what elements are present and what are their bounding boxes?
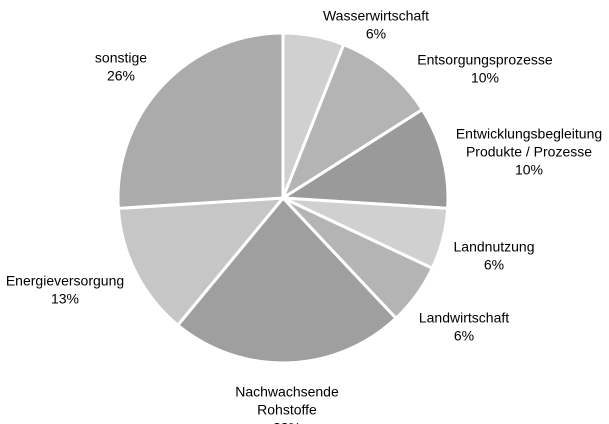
slice-label: Entsorgungsprozesse 10% xyxy=(417,51,553,85)
slice-category-label: Entsorgungsprozesse xyxy=(417,51,553,67)
slice-category-label: Wasserwirtschaft xyxy=(323,7,429,23)
slice-category-label: sonstige xyxy=(95,49,147,65)
pie-slice xyxy=(281,108,450,210)
pie-slice xyxy=(116,196,285,327)
slice-category-label: Landnutzung xyxy=(454,238,535,254)
slice-value-label: 13% xyxy=(51,290,79,306)
slice-label: Wasserwirtschaft 6% xyxy=(323,7,429,41)
slice-category-label: Energieversorgung xyxy=(6,272,124,288)
pie-slice xyxy=(281,43,424,200)
slice-label: Landwirtschaft 6% xyxy=(419,309,509,343)
slice-value-label: 6% xyxy=(454,327,474,343)
pie-slice xyxy=(116,31,285,210)
slice-value-label: 10% xyxy=(471,69,499,85)
slice-category-label: Rohstoffe xyxy=(257,401,317,417)
slice-value-label: 23% xyxy=(273,419,301,424)
slice-category-label: Produkte / Prozesse xyxy=(466,143,592,159)
slice-label: Entwicklungsbegleitung Produkte / Prozess… xyxy=(456,125,602,177)
slice-value-label: 6% xyxy=(484,256,504,272)
slice-category-label: Landwirtschaft xyxy=(419,309,509,325)
slice-category-label: Entwicklungsbegleitung xyxy=(456,125,602,141)
slice-label: Nachwachsende Rohstoffe 23% xyxy=(235,383,339,424)
slice-category-label: Nachwachsende xyxy=(235,383,339,399)
slice-value-label: 26% xyxy=(107,67,135,83)
slice-value-label: 10% xyxy=(515,161,543,177)
slice-label: Energieversorgung 13% xyxy=(6,272,124,306)
slice-label: Landnutzung 6% xyxy=(454,238,535,272)
slice-label: sonstige 26% xyxy=(95,49,147,83)
slice-value-label: 6% xyxy=(366,25,386,41)
pie-slice xyxy=(176,196,398,365)
